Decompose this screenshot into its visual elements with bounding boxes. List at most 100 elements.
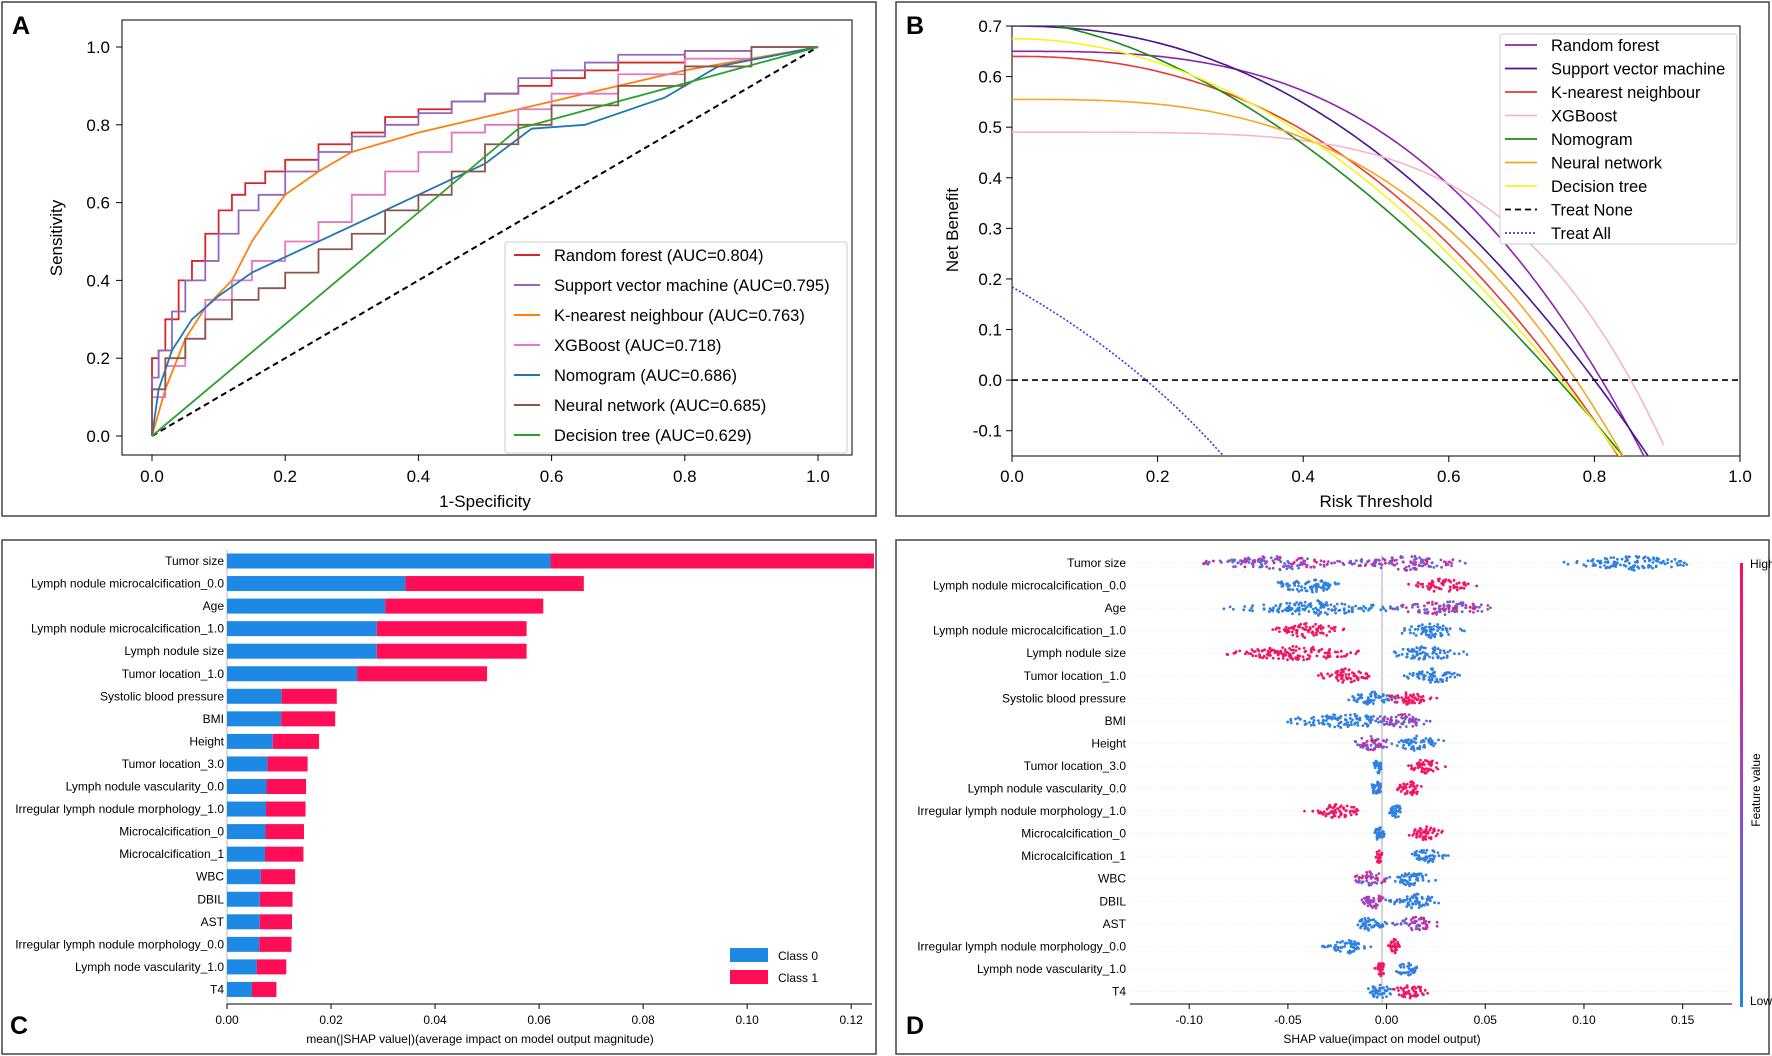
- beeswarm-point: [1441, 607, 1445, 611]
- beeswarm-point: [1408, 878, 1412, 882]
- beeswarm-point: [1385, 985, 1389, 989]
- beeswarm-point: [1284, 625, 1288, 629]
- beeswarm-point: [1414, 741, 1418, 745]
- beeswarm-point: [1322, 589, 1325, 592]
- beeswarm-point: [1356, 721, 1360, 724]
- shap-bar-feature-label: Age: [203, 599, 225, 613]
- beeswarm-point: [1352, 679, 1356, 683]
- beeswarm-point: [1403, 921, 1407, 925]
- beeswarm-point: [1362, 902, 1366, 905]
- beeswarm-point: [1405, 791, 1409, 795]
- beeswarm-point: [1369, 700, 1373, 703]
- beeswarm-point: [1292, 651, 1295, 655]
- beeswarm-point: [1412, 747, 1416, 750]
- beeswarm-point: [1321, 718, 1325, 722]
- beeswarm-point: [1281, 609, 1284, 613]
- beeswarm-point: [1388, 875, 1392, 879]
- beeswarm-point: [1408, 628, 1412, 632]
- beeswarm-point: [1343, 603, 1347, 606]
- beeswarm-point: [1427, 836, 1431, 840]
- roc-legend-label: Decision tree (AUC=0.629): [554, 427, 752, 445]
- beeswarm-point: [1419, 695, 1423, 699]
- beeswarm-point: [1427, 859, 1430, 863]
- beeswarm-point: [1407, 970, 1410, 974]
- beeswarm-point: [1301, 634, 1305, 638]
- beeswarm-point: [1349, 651, 1353, 655]
- beeswarm-point: [1254, 654, 1258, 658]
- shap-bar-class1: [259, 914, 293, 930]
- shap-bar-class1: [357, 666, 488, 682]
- beeswarm-point: [1380, 853, 1384, 856]
- shap-bar-class0: [227, 801, 267, 817]
- beeswarm-point: [1272, 648, 1276, 652]
- beeswarm-point: [1411, 987, 1414, 991]
- beeswarm-point: [1321, 626, 1325, 630]
- beeswarm-point: [1416, 876, 1419, 880]
- beeswarm-point: [1447, 605, 1451, 609]
- beeswarm-point: [1314, 622, 1317, 626]
- beeswarm-point: [1353, 712, 1357, 716]
- beeswarm-point: [1429, 764, 1433, 768]
- beeswarm-point: [1328, 630, 1332, 633]
- beeswarm-point: [1446, 650, 1450, 654]
- beeswarm-point: [1393, 879, 1397, 883]
- beeswarm-point: [1352, 696, 1356, 700]
- beeswarm-point: [1451, 600, 1455, 604]
- beeswarm-point: [1304, 649, 1308, 653]
- dca-y-tick-label: 0.0: [978, 371, 1002, 390]
- beeswarm-point: [1299, 717, 1302, 721]
- beeswarm-point: [1296, 716, 1300, 720]
- beeswarm-point: [1417, 672, 1421, 675]
- beeswarm-point: [1435, 679, 1438, 683]
- roc-y-tick-label: 0.4: [86, 271, 110, 290]
- beeswarm-point: [1290, 567, 1294, 571]
- beeswarm-point: [1384, 609, 1388, 613]
- beeswarm-point: [1276, 653, 1280, 657]
- beeswarm-point: [1233, 558, 1237, 562]
- beeswarm-point: [1416, 830, 1419, 834]
- shap-bar-class1: [265, 824, 304, 840]
- beeswarm-point: [1404, 725, 1408, 728]
- beeswarm-point: [1651, 566, 1655, 570]
- beeswarm-point: [1423, 921, 1426, 925]
- beeswarm-feature-label: Lymph nodule microcalcification_0.0: [933, 579, 1126, 593]
- beeswarm-point: [1417, 564, 1421, 567]
- beeswarm-point: [1290, 607, 1294, 611]
- beeswarm-point: [1268, 567, 1271, 570]
- beeswarm-point: [1394, 695, 1397, 698]
- beeswarm-point: [1277, 607, 1281, 611]
- beeswarm-point: [1415, 698, 1419, 701]
- beeswarm-point: [1453, 675, 1457, 679]
- beeswarm-point: [1353, 940, 1356, 943]
- beeswarm-point: [1403, 739, 1407, 742]
- beeswarm-point: [1354, 652, 1358, 656]
- shap-bar-feature-label: Tumor location_3.0: [122, 757, 225, 771]
- beeswarm-point: [1478, 605, 1481, 609]
- beeswarm-point: [1372, 787, 1376, 790]
- beeswarm-point: [1421, 874, 1424, 878]
- beeswarm-point: [1575, 561, 1579, 565]
- shap-bar-x-axis-label: mean(|SHAP value|)(average impact on mod…: [306, 1032, 654, 1046]
- beeswarm-point: [1413, 829, 1416, 833]
- beeswarm-point: [1426, 671, 1429, 674]
- beeswarm-point: [1293, 602, 1296, 606]
- beeswarm-point: [1566, 562, 1570, 566]
- beeswarm-point: [1294, 717, 1297, 721]
- beeswarm-point: [1417, 854, 1421, 857]
- beeswarm-point: [1345, 804, 1349, 808]
- dca-legend-label: Random forest: [1551, 37, 1660, 55]
- beeswarm-point: [1382, 739, 1385, 743]
- beeswarm-point: [1419, 785, 1423, 788]
- beeswarm-point: [1424, 633, 1428, 637]
- beeswarm-point: [1288, 584, 1291, 587]
- beeswarm-point: [1286, 582, 1289, 586]
- beeswarm-point: [1258, 557, 1261, 561]
- beeswarm-point: [1461, 601, 1465, 605]
- shap-bar-class1: [405, 576, 584, 592]
- beeswarm-point: [1449, 675, 1452, 679]
- beeswarm-point: [1415, 892, 1419, 896]
- beeswarm-point: [1409, 742, 1413, 745]
- beeswarm-point: [1302, 658, 1306, 662]
- beeswarm-point: [1366, 916, 1370, 920]
- beeswarm-point: [1422, 673, 1426, 677]
